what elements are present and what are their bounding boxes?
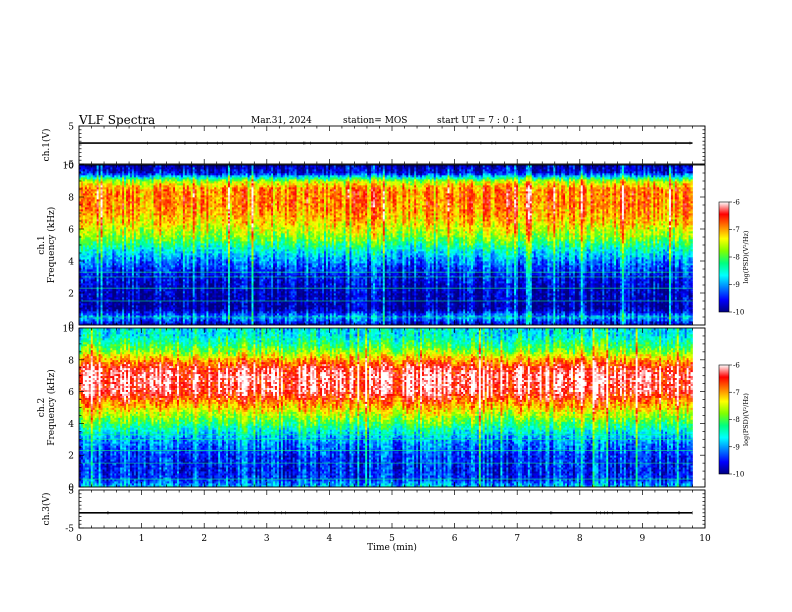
spectrogram-cell xyxy=(691,311,693,313)
spectrogram-cell xyxy=(691,319,693,321)
spectrogram-cell xyxy=(691,305,693,307)
spectrogram-cell xyxy=(691,313,693,315)
panels-layer xyxy=(79,165,705,487)
spectrogram-cell xyxy=(691,309,693,311)
spectrogram-ch1_spectrogram xyxy=(79,165,705,325)
spectrogram-cell xyxy=(691,307,693,309)
